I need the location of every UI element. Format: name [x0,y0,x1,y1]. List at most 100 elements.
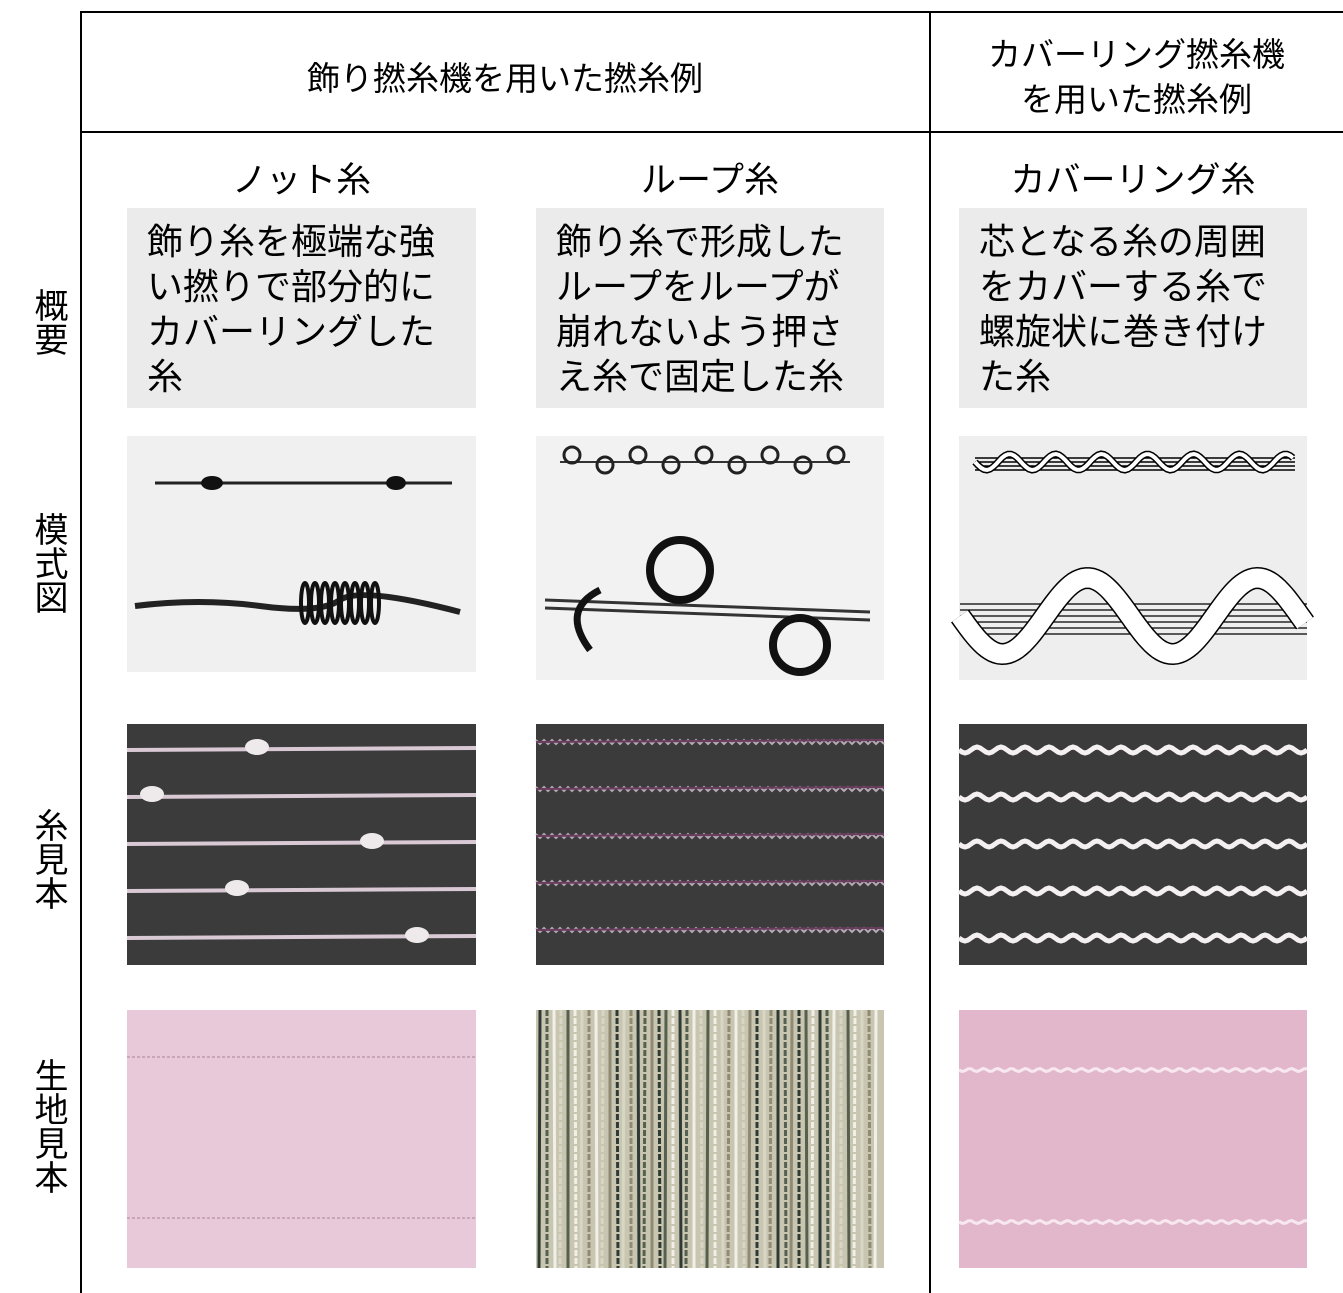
description-line: 飾り糸で形成した [556,222,845,263]
yarn-knot [140,786,164,802]
description-line: 螺旋状に巻き付け [979,312,1268,353]
fabric-stripe [747,1009,752,1269]
fabric-stripe [621,1009,626,1269]
group-header: 飾り撚糸機を用いた撚糸例 [307,59,703,98]
fabric-stripe [636,1009,641,1269]
yarn-strand [535,927,885,931]
fabric-stripe [615,1009,620,1269]
description-line: カバーリングした [147,312,436,353]
fabric-stripe [810,1009,815,1269]
row-label: 模式図 [28,512,68,614]
description-box [536,208,884,408]
yarn-strand [957,932,1309,944]
loop [727,455,747,475]
yarn-sample [536,724,884,965]
loop [769,614,831,676]
fabric-stripe [783,1009,788,1269]
loop [793,455,813,475]
fabric-stripe [642,1009,647,1269]
fabric-stripe [867,1009,872,1269]
group-header: を用いた撚糸例 [1021,80,1252,119]
fabric-stripe [594,1009,599,1269]
description-box [127,208,476,408]
yarn-strand [535,833,885,837]
fabric-stripe [768,1009,773,1269]
fabric-stripe [846,1009,851,1269]
yarn-strand [126,793,477,799]
knot [201,476,223,490]
fabric-stripe [537,1009,542,1269]
fabric-stripe [579,1009,584,1269]
loop [562,445,582,465]
yarn-knot [245,739,269,755]
yarn-strand [535,880,885,884]
description-line: 崩れないよう押さ [556,312,844,353]
column-title: ノット糸 [231,161,372,201]
knot-coil [369,581,381,625]
description-line: た糸 [979,357,1052,398]
cover-yarn [952,568,1313,664]
group-header: カバーリング撚糸機 [988,35,1285,74]
yarn-strand [957,791,1309,803]
fabric-stripe [825,1009,830,1269]
loop [826,445,846,465]
fabric-stripe [678,1009,683,1269]
fabric-stripe [852,1009,857,1269]
yarn-strand [957,744,1309,756]
fabric-stripe [726,1009,731,1269]
fabric-stripe [873,1009,878,1269]
fabric-stripe [600,1009,605,1269]
yarn-strand [535,786,885,790]
fabric-sample [959,1010,1307,1268]
column-title: ループ糸 [641,161,779,201]
schematic [127,436,476,672]
yarn-knot [225,880,249,896]
yarn-knot [405,927,429,943]
row-label: 生地見本 [28,1058,68,1194]
loop [694,445,714,465]
description-box [959,208,1307,408]
fabric-stripe [720,1009,725,1269]
fabric-stripe [762,1009,767,1269]
fabric-stripe [699,1009,704,1269]
loop [661,455,681,475]
yarn-line [544,598,871,622]
fabric-stripe [573,1009,578,1269]
yarn-strand [126,887,477,893]
loop [595,455,615,475]
fabric-stripe [552,1009,557,1269]
description-line: ループをループが [556,267,840,308]
fabric-stripe [684,1009,689,1269]
fabric-thread [958,1066,1307,1074]
fabric-stripe [558,1009,563,1269]
loop [628,445,648,465]
fabric-stripe [741,1009,746,1269]
fabric-thread [958,1218,1307,1226]
yarn-strand [957,838,1309,850]
row-label: 糸見本 [28,808,68,910]
fabric-stripe [789,1009,794,1269]
fabric-stripe [831,1009,836,1269]
description-line: え糸で固定した糸 [556,357,845,398]
fabric-stripe [804,1009,809,1269]
fabric-sample [127,1010,476,1268]
yarn-strand [535,739,885,743]
loop [646,536,714,604]
description-line: をカバーする糸で [979,267,1268,308]
description-line: い撚りで部分的に [147,267,436,308]
cover-yarn [973,451,1295,473]
row-label: 概要 [28,288,68,356]
column-title: カバーリング糸 [1010,161,1256,201]
yarn-strand [957,885,1309,897]
fabric-stripe [663,1009,668,1269]
description-line: 飾り糸を極端な強 [147,222,436,263]
fabric-stripe [705,1009,710,1269]
description-line: 芯となる糸の周囲 [979,222,1266,263]
yarn-strand [126,840,477,846]
loop [573,586,602,653]
yarn-knot [360,833,384,849]
loop [760,445,780,465]
yarn-strand [126,746,477,752]
knot [386,476,406,490]
